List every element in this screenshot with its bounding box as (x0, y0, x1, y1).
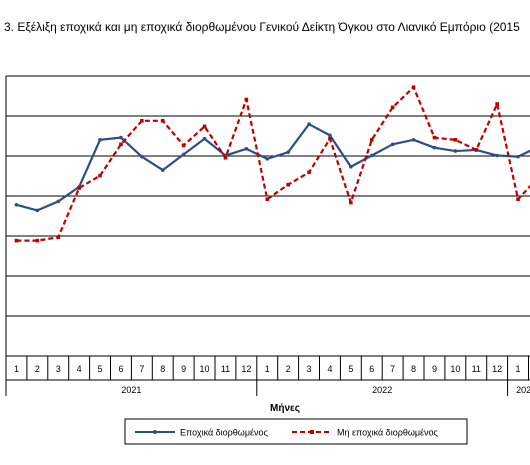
data-point (265, 197, 270, 201)
data-point (307, 170, 311, 175)
x-tick-label: 2 (35, 364, 40, 374)
data-point (181, 152, 186, 157)
data-point (160, 119, 165, 123)
data-point (349, 164, 353, 169)
x-tick-label: 5 (98, 364, 103, 374)
x-tick-label: 2 (286, 364, 291, 374)
x-tick-label: 1 (14, 364, 19, 374)
x-tick-label: 8 (160, 364, 165, 374)
data-point (140, 154, 144, 159)
x-tick-label: 11 (472, 364, 481, 374)
data-point (349, 200, 353, 205)
data-point (411, 85, 416, 89)
x-tick-label: 1 (516, 364, 521, 374)
x-tick-label: 12 (241, 364, 251, 374)
x-tick-label: 10 (450, 364, 460, 374)
gridlines (6, 75, 530, 357)
data-point (286, 182, 290, 187)
data-point (223, 155, 228, 160)
x-tick-label: 7 (139, 364, 144, 374)
legend-label: Εποχικά διορθωμένος (180, 428, 269, 438)
data-point (202, 124, 207, 129)
data-point (474, 148, 479, 152)
year-label: 2021 (121, 385, 141, 395)
x-tick-label: 3 (307, 364, 312, 374)
data-point (516, 154, 520, 159)
series-line (16, 123, 530, 212)
data-point (181, 143, 186, 148)
data-point (202, 136, 207, 141)
data-point (286, 150, 290, 154)
data-point (328, 136, 332, 141)
data-point (56, 199, 61, 204)
data-point (119, 135, 123, 140)
data-point (369, 138, 374, 142)
data-point (98, 138, 102, 142)
x-tick-label: 6 (369, 364, 374, 374)
legend-marker (310, 430, 314, 434)
year-labels: 2021 2022 202 (121, 385, 530, 395)
chart-title: 3. Εξέλιξη εποχικά και μη εποχικά διορθω… (4, 20, 520, 34)
x-tick-label: 6 (118, 364, 123, 374)
x-tick-label: 12 (492, 364, 502, 374)
x-tick-label: 10 (200, 364, 210, 374)
data-point (140, 119, 144, 123)
data-point (56, 235, 61, 240)
x-tick-label: 9 (432, 364, 437, 374)
data-point (432, 145, 437, 150)
data-point (265, 157, 270, 161)
data-point (411, 138, 416, 142)
x-axis-title: Μήνες (270, 403, 300, 414)
data-point (244, 97, 249, 102)
data-point (453, 149, 458, 153)
legend: Εποχικά διορθωμένος Μη εποχικά διορθωμένο… (124, 418, 468, 445)
data-point (328, 133, 332, 138)
series-layer (14, 85, 530, 243)
legend-marker (153, 430, 157, 434)
x-tick-label: 3 (56, 364, 61, 374)
data-point (390, 142, 395, 147)
data-point (160, 168, 165, 172)
x-tick-label: 5 (348, 364, 353, 374)
x-tick-label: 1 (265, 364, 270, 374)
x-tick-label: 7 (390, 364, 395, 374)
data-point (244, 147, 249, 151)
data-point (495, 153, 499, 158)
data-point (453, 138, 458, 142)
data-point (35, 208, 40, 213)
data-point (14, 203, 19, 207)
data-point (119, 142, 123, 147)
data-point (390, 105, 395, 110)
data-point (98, 173, 102, 178)
x-tick-label: 8 (411, 364, 416, 374)
series-seasonally-adjusted (14, 122, 530, 213)
x-tick-label: 4 (327, 364, 332, 374)
data-point (77, 186, 81, 190)
legend-label: Μη εποχικά διορθωμένος (337, 428, 439, 438)
x-tick-label: 11 (221, 364, 230, 374)
series-non-seasonally-adjusted (14, 85, 530, 243)
data-point (35, 238, 40, 243)
x-tick-label: 4 (77, 364, 82, 374)
data-point (495, 102, 499, 106)
data-point (369, 153, 374, 158)
year-label: 2022 (372, 385, 392, 395)
x-tick-label: 9 (181, 364, 186, 374)
data-point (516, 197, 520, 201)
series-line (16, 86, 530, 242)
data-point (14, 238, 19, 243)
data-point (432, 135, 437, 140)
year-label: 202 (516, 385, 530, 395)
data-point (307, 122, 311, 126)
